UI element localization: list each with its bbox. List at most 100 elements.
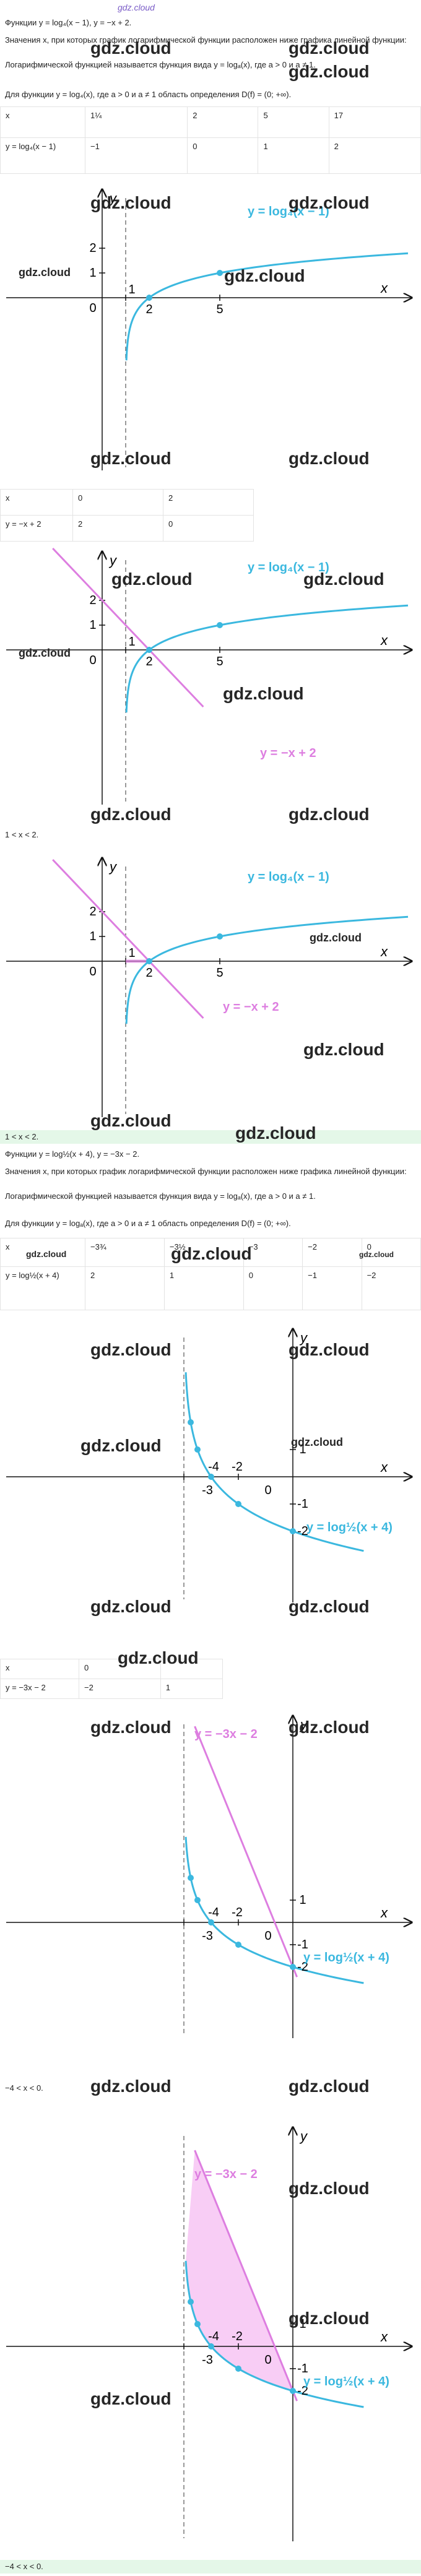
- cell: −2: [79, 1679, 161, 1699]
- tick-label: -2: [232, 2330, 243, 2343]
- tick-label: -3: [202, 1929, 213, 1943]
- answer: 1 < x < 2.: [5, 830, 39, 839]
- watermark: gdz.cloud: [310, 931, 362, 944]
- cell: −2: [361, 1266, 421, 1310]
- point: [235, 1501, 241, 1507]
- watermark: gdz.cloud: [90, 1718, 171, 1737]
- point: [188, 2299, 194, 2305]
- domain: Для функции y = logₐ(x), где a > 0 и a ≠…: [5, 1219, 291, 1228]
- tick-label: -2: [232, 1460, 243, 1474]
- x-label: x: [380, 944, 388, 959]
- cell: −3½: [163, 1238, 244, 1267]
- point: [217, 622, 223, 628]
- tick-label: -1: [297, 2362, 308, 2375]
- tick-label: 2: [89, 241, 96, 255]
- x-label: x: [380, 1459, 388, 1475]
- tick-label: 1: [128, 635, 135, 649]
- answer-final: −4 < x < 0.: [0, 2560, 421, 2574]
- point: [217, 933, 223, 940]
- shaded-region: [186, 2150, 293, 2391]
- tick-label: -2: [297, 1960, 308, 1974]
- site-link[interactable]: gdz.cloud: [118, 2, 155, 12]
- cell: −1: [84, 137, 188, 174]
- cell: 0: [187, 137, 259, 174]
- watermark: gdz.cloud: [289, 193, 370, 212]
- graph: x y -4 -2 1 -3 0 -1 -2 y = −3x − 2 y = log½(x + 4): [0, 2124, 421, 2546]
- definition: Логарифмической функцией называется функ…: [5, 60, 316, 69]
- cell: x: [0, 489, 73, 516]
- tick-label: -3: [202, 2353, 213, 2367]
- watermark: gdz.cloud: [90, 1111, 171, 1130]
- tick-label: 2: [145, 655, 152, 668]
- watermark: gdz.cloud: [26, 1249, 67, 1259]
- table: x 1¼ 2 5 17 y = log₄(x − 1) −1 0 1 2: [0, 106, 421, 174]
- point: [194, 2321, 201, 2327]
- linear-graph: [52, 547, 204, 708]
- watermark: gdz.cloud: [19, 266, 71, 279]
- watermark: gdz.cloud: [171, 1244, 252, 1263]
- cell: 2: [85, 1266, 165, 1310]
- x-label: x: [380, 1905, 388, 1921]
- tick-label: 1: [89, 930, 96, 943]
- watermark: gdz.cloud: [289, 2309, 370, 2328]
- cell: 1: [160, 1679, 224, 1699]
- answer-final: 1 < x < 2.: [0, 1130, 421, 1144]
- watermark: gdz.cloud: [90, 1340, 171, 1359]
- tick-label: 1: [299, 2317, 306, 2331]
- watermark: gdz.cloud: [90, 193, 171, 212]
- watermark: gdz.cloud: [289, 2179, 370, 2198]
- graph: x y -4 -2 1 -3 0 -1 -2 y = −3x − 2 y = log½(x + 4): [0, 1712, 421, 2043]
- cell: [160, 1659, 224, 1679]
- cell: 2: [328, 137, 421, 174]
- watermark: gdz.cloud: [289, 449, 370, 468]
- point: [208, 1919, 214, 1926]
- tick-label: -4: [208, 1460, 219, 1474]
- point: [290, 1964, 296, 1970]
- cell: y = −3x − 2: [0, 1679, 79, 1699]
- cell: y = −x + 2: [0, 515, 73, 542]
- tick-label: 2: [89, 905, 96, 918]
- question: Значения x, при которых график логарифми…: [5, 35, 407, 45]
- functions: Функции y = log½(x + 4), y = −3x − 2.: [5, 1149, 140, 1159]
- watermark: gdz.cloud: [289, 62, 370, 81]
- question: Значения x, при которых график логарифми…: [5, 1167, 407, 1176]
- cell: 2: [187, 106, 259, 138]
- watermark: gdz.cloud: [303, 1040, 384, 1059]
- y-label: y: [108, 553, 118, 568]
- cell: 1¼: [84, 106, 188, 138]
- point: [188, 1419, 194, 1425]
- tick-label: -1: [297, 1497, 308, 1511]
- watermark: gdz.cloud: [118, 1648, 199, 1667]
- graph-svg: xy-4 -21-3 0-1-2y = log½(x + 4): [6, 1325, 421, 1602]
- cell: 0: [243, 1266, 303, 1310]
- point: [290, 2388, 296, 2394]
- cell: −3¾: [85, 1238, 165, 1267]
- formula: y = log½(x + 4): [303, 2375, 389, 2388]
- tick-label: 2: [89, 594, 96, 607]
- tick-label: 0: [89, 301, 96, 315]
- functions: Функции y = log₄(x − 1), y = −x + 2.: [5, 18, 132, 27]
- x-label: x: [380, 280, 388, 296]
- linear-graph: [52, 858, 204, 1019]
- cell: 5: [258, 106, 329, 138]
- watermark: gdz.cloud: [90, 449, 171, 468]
- cell: 0: [361, 1238, 421, 1267]
- tick-label: -4: [208, 2330, 219, 2343]
- y-label: y: [299, 1717, 308, 1732]
- tick-label: 5: [216, 966, 223, 980]
- tick-label: 2: [145, 303, 152, 316]
- cell: 0: [163, 515, 254, 542]
- linear-graph: [194, 1726, 298, 1977]
- watermark: gdz.cloud: [289, 2077, 370, 2096]
- point: [146, 958, 152, 964]
- watermark: gdz.cloud: [90, 2077, 171, 2096]
- domain: Для функции y = log₄(x), где a > 0 и a ≠…: [5, 90, 292, 99]
- answer: −4 < x < 0.: [5, 2083, 43, 2093]
- log-graph: [125, 604, 409, 713]
- point: [290, 1528, 296, 1534]
- tick-label: 1: [128, 946, 135, 960]
- table: x −3¾ −3½ −3 −2 0 y = log½(x + 4) 2 1 0 −1 −2: [0, 1238, 421, 1310]
